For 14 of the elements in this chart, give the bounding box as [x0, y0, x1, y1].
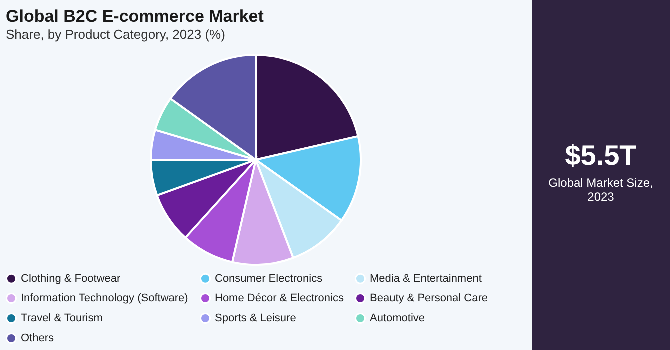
legend-label: Information Technology (Software) [21, 292, 188, 304]
legend-label: Beauty & Personal Care [370, 292, 488, 304]
legend-label: Consumer Electronics [215, 272, 324, 285]
legend-label: Media & Entertainment [370, 272, 482, 285]
legend-label: Sports & Leisure [215, 312, 296, 324]
text: Global Market Size, 2023 [548, 176, 654, 204]
chart-subtitle: Share, by Product Category, 2023 (%) [6, 27, 226, 42]
legend-label: Travel & Tourism [21, 312, 103, 324]
legend-label: Others [21, 332, 55, 344]
legend-label: Home Décor & Electronics [215, 292, 344, 304]
legend-label: Clothing & Footwear [21, 272, 121, 285]
text: $5.5T [564, 140, 638, 172]
chart-title: Global B2C E-commerce Market [6, 7, 264, 26]
legend-label: Automotive [370, 312, 426, 324]
